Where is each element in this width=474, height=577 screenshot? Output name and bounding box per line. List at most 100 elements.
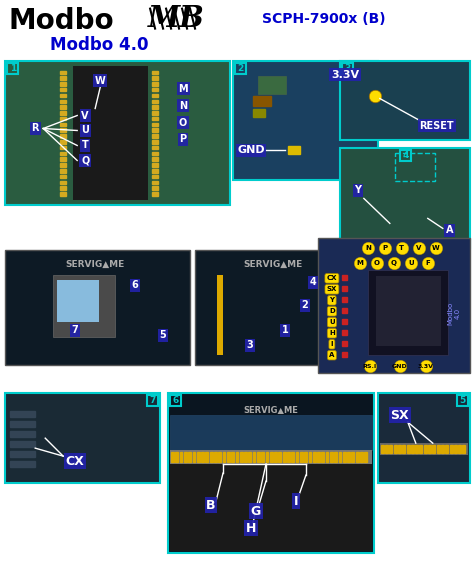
Bar bbox=[235, 62, 246, 73]
Bar bbox=[5, 61, 230, 205]
Bar bbox=[201, 452, 204, 462]
Bar bbox=[236, 452, 238, 462]
Text: 2: 2 bbox=[237, 63, 244, 73]
Bar bbox=[458, 445, 461, 453]
Bar bbox=[60, 99, 66, 103]
Text: N: N bbox=[179, 100, 187, 111]
Bar bbox=[152, 140, 158, 144]
Bar bbox=[360, 452, 363, 462]
Bar bbox=[210, 452, 212, 462]
Text: U: U bbox=[408, 260, 414, 267]
Bar bbox=[60, 111, 66, 115]
Bar bbox=[152, 99, 158, 103]
Bar bbox=[334, 452, 337, 462]
Bar bbox=[192, 452, 195, 462]
Text: M: M bbox=[178, 84, 188, 93]
Bar bbox=[318, 238, 470, 373]
Bar bbox=[152, 106, 158, 109]
Bar bbox=[342, 341, 347, 346]
Text: A: A bbox=[446, 226, 454, 235]
Bar bbox=[419, 445, 422, 453]
Bar bbox=[253, 108, 265, 117]
Text: 3: 3 bbox=[344, 63, 350, 73]
Bar bbox=[152, 146, 158, 149]
Text: SERVIG▲ME: SERVIG▲ME bbox=[65, 260, 125, 269]
Text: GND: GND bbox=[392, 364, 408, 369]
Bar bbox=[205, 452, 208, 462]
Text: 3: 3 bbox=[246, 340, 254, 350]
Text: 6: 6 bbox=[173, 396, 179, 405]
Bar bbox=[330, 452, 333, 462]
Text: O: O bbox=[179, 118, 187, 128]
Text: H: H bbox=[329, 330, 335, 336]
Bar bbox=[152, 88, 158, 91]
Bar bbox=[184, 452, 187, 462]
Bar bbox=[170, 395, 181, 406]
Bar bbox=[309, 452, 311, 462]
Bar bbox=[394, 445, 397, 453]
Text: M: M bbox=[356, 260, 363, 267]
Bar bbox=[400, 151, 411, 162]
Bar bbox=[304, 452, 307, 462]
Text: CX: CX bbox=[66, 455, 84, 467]
Bar bbox=[317, 452, 320, 462]
Bar bbox=[53, 275, 115, 338]
Bar bbox=[292, 452, 294, 462]
Bar bbox=[60, 186, 66, 190]
Bar bbox=[60, 163, 66, 167]
Bar bbox=[60, 175, 66, 178]
Bar bbox=[10, 451, 35, 457]
Bar bbox=[258, 76, 286, 93]
Bar bbox=[223, 452, 226, 462]
Bar bbox=[188, 452, 191, 462]
Bar bbox=[152, 169, 158, 173]
Text: MB: MB bbox=[148, 4, 205, 33]
Text: Modbo 4.0: Modbo 4.0 bbox=[50, 36, 149, 54]
Bar bbox=[5, 250, 190, 365]
Bar bbox=[342, 352, 347, 357]
Bar bbox=[326, 452, 328, 462]
Text: N: N bbox=[365, 245, 371, 252]
Bar bbox=[152, 70, 158, 74]
Bar bbox=[342, 62, 353, 73]
Bar bbox=[463, 445, 465, 453]
Bar bbox=[60, 134, 66, 138]
Bar bbox=[171, 452, 174, 462]
Text: SX: SX bbox=[391, 409, 409, 422]
Text: V: V bbox=[82, 111, 89, 121]
Bar bbox=[152, 175, 158, 178]
Text: V: V bbox=[416, 245, 421, 252]
Bar bbox=[352, 452, 354, 462]
Bar bbox=[347, 452, 350, 462]
Bar bbox=[60, 117, 66, 121]
Bar bbox=[261, 452, 264, 462]
Bar bbox=[60, 106, 66, 109]
Bar bbox=[441, 445, 444, 453]
Text: D: D bbox=[329, 308, 335, 314]
Bar bbox=[321, 452, 324, 462]
Bar bbox=[60, 169, 66, 173]
Text: P: P bbox=[180, 134, 187, 144]
Bar bbox=[390, 445, 392, 453]
Bar bbox=[287, 452, 290, 462]
Bar bbox=[342, 319, 347, 324]
Bar bbox=[73, 66, 148, 200]
Bar bbox=[217, 275, 223, 355]
Text: 1: 1 bbox=[282, 325, 288, 335]
Bar bbox=[278, 452, 281, 462]
Bar bbox=[195, 250, 350, 365]
Bar bbox=[407, 445, 410, 453]
Bar bbox=[219, 452, 221, 462]
Text: Q: Q bbox=[81, 155, 89, 166]
Bar bbox=[231, 452, 234, 462]
Text: SX: SX bbox=[327, 286, 337, 293]
Bar bbox=[60, 140, 66, 144]
Text: W: W bbox=[95, 76, 106, 85]
Bar bbox=[60, 146, 66, 149]
Bar bbox=[257, 452, 260, 462]
Text: 5: 5 bbox=[160, 330, 166, 340]
Bar bbox=[253, 96, 271, 106]
Text: CX: CX bbox=[327, 275, 337, 282]
Bar bbox=[10, 441, 35, 447]
Bar bbox=[454, 445, 457, 453]
